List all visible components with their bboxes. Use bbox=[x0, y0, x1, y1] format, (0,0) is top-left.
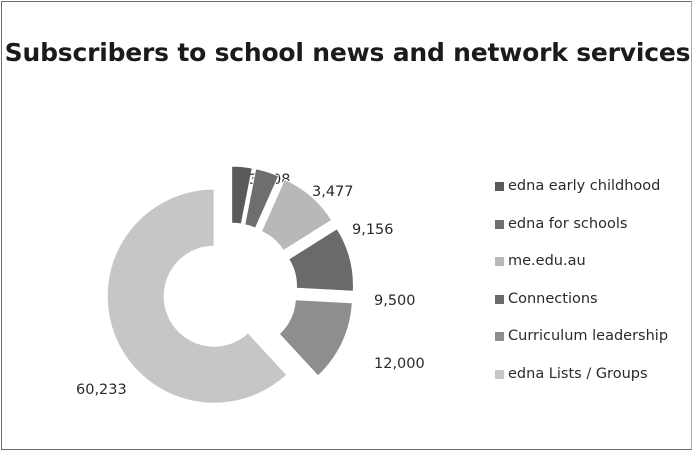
donut-slice-6 bbox=[106, 188, 288, 404]
data-label-6: 60,233 bbox=[76, 382, 127, 398]
legend-label: edna Lists / Groups bbox=[508, 365, 648, 382]
legend-label: Curriculum leadership bbox=[508, 328, 669, 344]
data-label-2: 3,477 bbox=[312, 184, 354, 200]
legend-swatch-icon bbox=[495, 294, 504, 304]
legend-swatch-icon bbox=[495, 332, 504, 341]
data-label-5: 12,000 bbox=[374, 356, 425, 372]
legend-swatch-icon bbox=[495, 182, 504, 191]
donut-slice-4 bbox=[288, 228, 354, 292]
legend-item-6: edna Lists / Groups bbox=[495, 364, 648, 384]
data-label-3: 9,156 bbox=[352, 222, 394, 238]
legend-label: edna for schools bbox=[508, 215, 628, 232]
donut-slice-5 bbox=[278, 299, 353, 377]
data-label-4: 9,500 bbox=[374, 293, 416, 309]
legend-swatch-icon bbox=[495, 257, 504, 266]
legend-item-1: edna early childhood bbox=[495, 176, 660, 196]
legend-label: edna early childhood bbox=[508, 178, 661, 194]
legend-swatch-icon bbox=[495, 369, 504, 379]
legend-label: me.edu.au bbox=[508, 253, 586, 269]
chart-title-text: Subscribers to school news and network s… bbox=[4, 38, 691, 67]
legend-swatch-icon bbox=[495, 219, 504, 229]
donut-slice-3 bbox=[260, 178, 333, 252]
legend-label: Connections bbox=[508, 290, 598, 307]
legend-item-2: edna for schools bbox=[495, 214, 627, 234]
legend-item-4: Connections bbox=[495, 289, 598, 309]
donut-slice-1 bbox=[231, 165, 253, 225]
legend-item-3: me.edu.au bbox=[495, 251, 586, 271]
legend-item-5: Curriculum leadership bbox=[495, 326, 668, 346]
chart-title: Subscribers to school news and network s… bbox=[2, 32, 693, 74]
donut-slice-2 bbox=[244, 168, 280, 229]
